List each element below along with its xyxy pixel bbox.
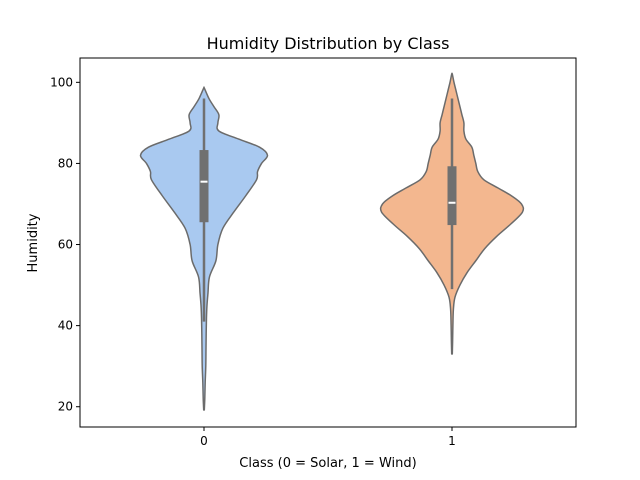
x-tick-label-1: 1 xyxy=(448,434,456,448)
y-tick-label-60: 60 xyxy=(58,238,73,252)
axes: 0 1 20 40 60 80 100 xyxy=(50,75,456,448)
y-tick-label-100: 100 xyxy=(50,75,73,89)
x-tick-label-0: 0 xyxy=(200,434,208,448)
y-tick-label-80: 80 xyxy=(58,156,73,170)
chart-title: Humidity Distribution by Class xyxy=(207,34,450,53)
axes-frame xyxy=(79,57,577,428)
x-axis-label: Class (0 = Solar, 1 = Wind) xyxy=(239,456,416,471)
y-tick-label-40: 40 xyxy=(58,319,73,333)
y-axis-label: Humidity xyxy=(26,213,41,272)
plot-area xyxy=(139,72,525,411)
iqr-box-1 xyxy=(447,166,457,226)
y-tick-label-20: 20 xyxy=(58,400,73,414)
iqr-box-0 xyxy=(199,150,209,223)
